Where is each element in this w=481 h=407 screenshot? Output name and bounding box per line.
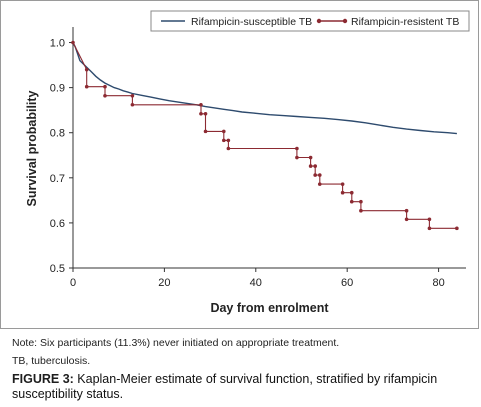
legend-box — [150, 10, 470, 32]
data-point — [222, 129, 226, 134]
data-point — [349, 199, 354, 204]
data-point — [359, 208, 363, 213]
legend-label-1: Rifampicin-susceptible TB — [191, 16, 312, 28]
x-tick-label: 80 — [432, 277, 444, 289]
data-point — [313, 164, 317, 168]
data-point — [308, 155, 313, 160]
data-point — [317, 173, 322, 177]
data-point — [130, 102, 135, 107]
data-point — [404, 217, 409, 222]
y-tick-label: 0.9 — [50, 83, 65, 95]
legend-marker-2b — [342, 18, 348, 24]
legend-marker-2a — [316, 18, 322, 24]
y-tick-label: 1.0 — [50, 38, 65, 50]
data-point — [404, 208, 409, 213]
series-line-1 — [72, 42, 457, 135]
data-point — [340, 182, 345, 186]
legend-label-2: Rifampicin-resistent TB — [351, 16, 459, 28]
data-point — [427, 226, 432, 231]
y-tick-label: 0.8 — [50, 128, 65, 140]
abbreviation-note: TB, tuberculosis. — [12, 355, 91, 367]
figure-label: FIGURE 3: — [12, 372, 74, 386]
data-point — [103, 84, 107, 89]
x-tick-label: 40 — [250, 277, 262, 289]
y-tick-label: 0.7 — [50, 173, 65, 185]
figure-caption-text: Kaplan-Meier estimate of survival functi… — [12, 372, 438, 401]
data-point — [295, 155, 299, 160]
data-point — [427, 217, 432, 222]
data-point — [308, 164, 313, 168]
x-tick-label: 20 — [158, 277, 170, 289]
data-point — [455, 226, 459, 231]
data-point — [222, 138, 226, 143]
y-axis-title: Survival probability — [25, 90, 39, 206]
chart-note: Note: Six participants (11.3%) never ini… — [12, 337, 340, 349]
x-tick-label: 60 — [341, 277, 353, 289]
data-point — [84, 67, 89, 72]
data-point — [103, 93, 107, 98]
data-point — [203, 111, 208, 116]
data-point — [295, 146, 299, 151]
data-point — [84, 84, 89, 89]
data-point — [130, 93, 135, 98]
data-point — [203, 129, 208, 134]
data-point — [340, 190, 345, 195]
data-point — [226, 146, 231, 151]
figure-caption: FIGURE 3: Kaplan-Meier estimate of survi… — [12, 372, 468, 402]
data-point — [71, 40, 75, 45]
data-point — [359, 199, 363, 204]
series-line-2 — [72, 42, 457, 229]
data-point — [199, 111, 203, 116]
data-point — [226, 138, 231, 143]
x-tick-label: 0 — [70, 277, 76, 289]
x-axis-title: Day from enrolment — [210, 301, 329, 315]
data-point — [199, 102, 203, 107]
kaplan-meier-chart: 0.5 0.6 0.7 0.8 0.9 1.0 0 20 40 60 80 Day from enro… — [25, 10, 470, 315]
y-tick-label: 0.6 — [50, 218, 65, 230]
data-point — [313, 173, 317, 177]
data-point — [349, 190, 354, 195]
y-tick-label: 0.5 — [50, 263, 65, 275]
data-point — [317, 182, 322, 186]
